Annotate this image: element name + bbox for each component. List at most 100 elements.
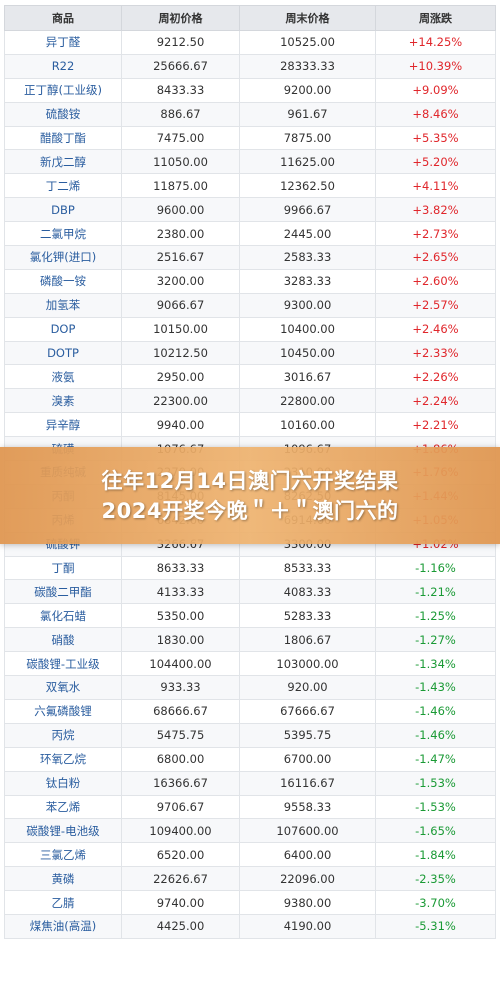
- cell-product-name: 氯化石蜡: [4, 603, 122, 629]
- table-row: 黄磷 22626.67 22096.00 -2.35%: [4, 866, 496, 892]
- table-row: 氯化石蜡 5350.00 5283.33 -1.25%: [4, 603, 496, 629]
- cell-week-end-price: 22800.00: [239, 388, 376, 414]
- cell-product-name: 异辛醇: [4, 412, 122, 438]
- cell-weekly-change: -1.16%: [375, 555, 496, 581]
- cell-week-end-price: 9300.00: [239, 292, 376, 318]
- header-weekly-change: 周涨跌: [375, 5, 496, 31]
- table-row: 磷酸一铵 3200.00 3283.33 +2.60%: [4, 268, 496, 294]
- table-row: 异辛醇 9940.00 10160.00 +2.21%: [4, 412, 496, 438]
- cell-week-start-price: 3200.00: [121, 268, 240, 294]
- cell-product-name: 碳酸锂-工业级: [4, 651, 122, 677]
- cell-week-end-price: 920.00: [239, 675, 376, 700]
- cell-product-name: 丙烷: [4, 722, 122, 748]
- table-row: DOTP 10212.50 10450.00 +2.33%: [4, 340, 496, 366]
- cell-weekly-change: +5.20%: [375, 149, 496, 175]
- cell-weekly-change: +2.24%: [375, 388, 496, 414]
- cell-product-name: 六氟磷酸锂: [4, 698, 122, 724]
- cell-week-start-price: 2950.00: [121, 364, 240, 390]
- cell-week-start-price: 9706.67: [121, 794, 240, 820]
- header-week-start-price: 周初价格: [121, 5, 240, 31]
- table-row: R22 25666.67 28333.33 +10.39%: [4, 53, 496, 79]
- cell-week-end-price: 4083.33: [239, 579, 376, 605]
- cell-week-start-price: 22300.00: [121, 388, 240, 414]
- cell-week-start-price: 8433.33: [121, 77, 240, 103]
- cell-week-start-price: 109400.00: [121, 818, 240, 844]
- cell-week-end-price: 3283.33: [239, 268, 376, 294]
- table-row: 煤焦油(高温) 4425.00 4190.00 -5.31%: [4, 913, 496, 939]
- table-row: 碳酸二甲酯 4133.33 4083.33 -1.21%: [4, 579, 496, 605]
- cell-weekly-change: +2.65%: [375, 245, 496, 270]
- cell-week-start-price: 886.67: [121, 101, 240, 127]
- cell-weekly-change: -1.25%: [375, 603, 496, 629]
- cell-weekly-change: +9.09%: [375, 77, 496, 103]
- cell-product-name: 丁酮: [4, 555, 122, 581]
- cell-weekly-change: -1.47%: [375, 746, 496, 772]
- cell-product-name: 液氨: [4, 364, 122, 390]
- cell-product-name: 加氢苯: [4, 292, 122, 318]
- cell-product-name: 煤焦油(高温): [4, 913, 122, 939]
- cell-weekly-change: +10.39%: [375, 53, 496, 79]
- cell-product-name: DBP: [4, 197, 122, 223]
- cell-product-name: 碳酸二甲酯: [4, 579, 122, 605]
- cell-week-start-price: 2516.67: [121, 245, 240, 270]
- cell-week-end-price: 16116.67: [239, 770, 376, 796]
- cell-product-name: 三氯乙烯: [4, 842, 122, 868]
- table-row: 液氨 2950.00 3016.67 +2.26%: [4, 364, 496, 390]
- table-row: 新戊二醇 11050.00 11625.00 +5.20%: [4, 149, 496, 175]
- table-row: 碳酸锂-电池级 109400.00 107600.00 -1.65%: [4, 818, 496, 844]
- cell-weekly-change: +2.46%: [375, 316, 496, 342]
- cell-product-name: 丁二烯: [4, 173, 122, 199]
- cell-weekly-change: +2.57%: [375, 292, 496, 318]
- cell-weekly-change: +4.11%: [375, 173, 496, 199]
- cell-weekly-change: +2.33%: [375, 340, 496, 366]
- cell-week-end-price: 9966.67: [239, 197, 376, 223]
- table-header-row: 商品 周初价格 周末价格 周涨跌: [4, 5, 496, 31]
- cell-product-name: 乙腈: [4, 890, 122, 915]
- table-row: 环氧乙烷 6800.00 6700.00 -1.47%: [4, 746, 496, 772]
- banner-line-1: 往年12月14日澳门六开奖结果: [101, 468, 399, 493]
- table-row: 三氯乙烯 6520.00 6400.00 -1.84%: [4, 842, 496, 868]
- cell-product-name: 新戊二醇: [4, 149, 122, 175]
- cell-weekly-change: -1.27%: [375, 627, 496, 653]
- table-row: 硫酸铵 886.67 961.67 +8.46%: [4, 101, 496, 127]
- cell-weekly-change: -1.53%: [375, 770, 496, 796]
- cell-weekly-change: -1.46%: [375, 722, 496, 748]
- table-row: 硝酸 1830.00 1806.67 -1.27%: [4, 627, 496, 653]
- cell-week-end-price: 12362.50: [239, 173, 376, 199]
- cell-week-start-price: 68666.67: [121, 698, 240, 724]
- cell-week-end-price: 10400.00: [239, 316, 376, 342]
- cell-week-end-price: 103000.00: [239, 651, 376, 677]
- cell-week-start-price: 933.33: [121, 675, 240, 700]
- cell-weekly-change: -1.65%: [375, 818, 496, 844]
- cell-week-end-price: 9200.00: [239, 77, 376, 103]
- cell-week-end-price: 10450.00: [239, 340, 376, 366]
- cell-week-end-price: 9558.33: [239, 794, 376, 820]
- cell-week-end-price: 5283.33: [239, 603, 376, 629]
- table-row: 丁二烯 11875.00 12362.50 +4.11%: [4, 173, 496, 199]
- cell-weekly-change: -3.70%: [375, 890, 496, 915]
- table-row: 丁酮 8633.33 8533.33 -1.16%: [4, 555, 496, 581]
- headline-banner: 往年12月14日澳门六开奖结果 2024开奖今晚＂＋＂澳门六的: [0, 447, 500, 544]
- cell-product-name: 硫酸铵: [4, 101, 122, 127]
- cell-week-start-price: 9066.67: [121, 292, 240, 318]
- cell-week-end-price: 10525.00: [239, 30, 376, 55]
- table-row: 正丁醇(工业级) 8433.33 9200.00 +9.09%: [4, 77, 496, 103]
- cell-week-start-price: 6800.00: [121, 746, 240, 772]
- cell-week-end-price: 2583.33: [239, 245, 376, 270]
- cell-weekly-change: -1.21%: [375, 579, 496, 605]
- cell-product-name: 苯乙烯: [4, 794, 122, 820]
- table-row: 氯化钾(进口) 2516.67 2583.33 +2.65%: [4, 245, 496, 270]
- cell-product-name: 碳酸锂-电池级: [4, 818, 122, 844]
- cell-product-name: DOP: [4, 316, 122, 342]
- cell-weekly-change: -1.34%: [375, 651, 496, 677]
- cell-week-start-price: 5475.75: [121, 722, 240, 748]
- cell-week-start-price: 7475.00: [121, 125, 240, 151]
- cell-week-end-price: 4190.00: [239, 913, 376, 939]
- cell-week-end-price: 6400.00: [239, 842, 376, 868]
- cell-weekly-change: +8.46%: [375, 101, 496, 127]
- cell-product-name: DOTP: [4, 340, 122, 366]
- cell-product-name: R22: [4, 53, 122, 79]
- cell-week-start-price: 2380.00: [121, 221, 240, 247]
- cell-week-start-price: 8633.33: [121, 555, 240, 581]
- table-row: 钛白粉 16366.67 16116.67 -1.53%: [4, 770, 496, 796]
